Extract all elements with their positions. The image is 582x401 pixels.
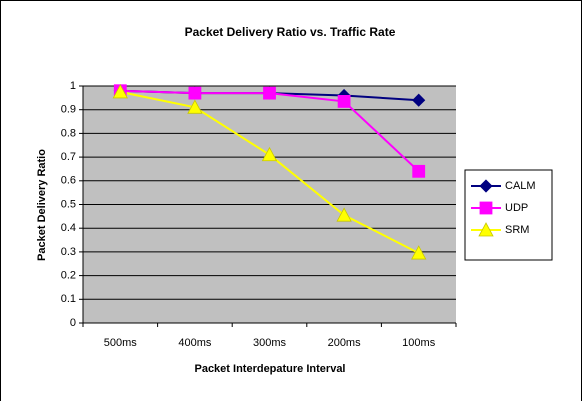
x-tick-label: 500ms bbox=[104, 337, 138, 349]
data-point bbox=[261, 146, 278, 162]
y-tick-label: 0.3 bbox=[61, 246, 76, 258]
y-tick-label: 0.2 bbox=[61, 270, 76, 282]
chart-title: Packet Delivery Ratio vs. Traffic Rate bbox=[185, 25, 396, 39]
data-point bbox=[188, 86, 202, 100]
y-tick-label: 0.7 bbox=[61, 151, 76, 163]
data-point bbox=[411, 245, 427, 260]
x-tick-label: 200ms bbox=[328, 337, 362, 349]
data-point bbox=[336, 207, 352, 222]
y-tick-label: 0.4 bbox=[61, 222, 76, 234]
x-axis-title: Packet Interdepature Interval bbox=[194, 363, 345, 375]
legend-marker bbox=[479, 201, 493, 215]
y-tick-label: 1 bbox=[70, 80, 76, 92]
data-point bbox=[412, 93, 426, 107]
data-point bbox=[187, 99, 203, 114]
x-tick-label: 300ms bbox=[253, 337, 287, 349]
legend-label: SRM bbox=[505, 224, 529, 236]
y-tick-label: 0 bbox=[70, 317, 76, 329]
y-tick-label: 0.6 bbox=[61, 175, 76, 187]
y-tick-label: 0.8 bbox=[61, 127, 76, 139]
data-point bbox=[412, 164, 426, 178]
y-tick-label: 0.1 bbox=[61, 293, 76, 305]
legend-label: CALM bbox=[505, 180, 536, 192]
legend-marker bbox=[478, 222, 494, 237]
x-tick-label: 400ms bbox=[178, 337, 212, 349]
legend-label: UDP bbox=[505, 202, 528, 214]
x-tick-label: 100ms bbox=[402, 337, 436, 349]
y-axis-title: Packet Delivery Ratio bbox=[36, 149, 48, 261]
y-tick-label: 0.5 bbox=[61, 198, 76, 210]
data-point bbox=[337, 95, 351, 108]
y-tick-label: 0.9 bbox=[61, 104, 76, 116]
data-point bbox=[263, 86, 276, 100]
legend-marker bbox=[479, 179, 493, 193]
data-point bbox=[112, 84, 128, 99]
